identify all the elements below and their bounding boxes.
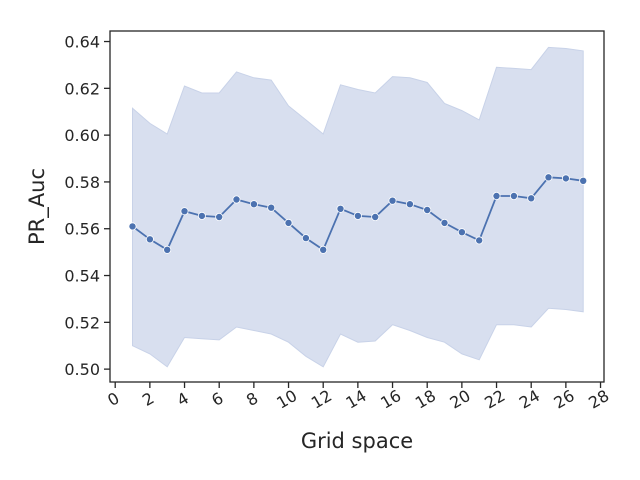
x-tick-label: 4 (174, 388, 192, 410)
data-point (197, 211, 206, 220)
x-tick-label: 8 (243, 388, 261, 410)
data-point (267, 203, 276, 212)
x-tick-label: 22 (481, 386, 508, 413)
data-point (232, 195, 241, 204)
data-point (319, 245, 328, 254)
data-point (128, 222, 137, 231)
data-point (544, 173, 553, 182)
y-tick-label: 0.64 (64, 33, 100, 52)
x-tick-label: 6 (208, 388, 226, 410)
plot-area (128, 46, 588, 368)
x-tick-label: 26 (551, 386, 578, 413)
data-point (249, 200, 258, 209)
y-tick-label: 0.52 (64, 313, 100, 332)
x-tick-label: 2 (139, 388, 157, 410)
y-tick-label: 0.50 (64, 360, 100, 379)
data-point (440, 218, 449, 227)
data-point (509, 191, 518, 200)
data-point (475, 236, 484, 245)
data-point (336, 204, 345, 213)
data-point (284, 218, 293, 227)
data-point (579, 176, 588, 185)
x-tick-label: 28 (585, 386, 612, 413)
confidence-band (132, 46, 584, 368)
x-tick-label: 18 (412, 386, 439, 413)
data-point (163, 245, 172, 254)
x-tick-label: 12 (308, 386, 335, 413)
data-point (301, 234, 310, 243)
y-tick-label: 0.60 (64, 126, 100, 145)
x-tick-label: 16 (377, 386, 404, 413)
data-point (180, 207, 189, 216)
y-tick-label: 0.54 (64, 267, 100, 286)
y-axis-label: PR_Auc (25, 168, 50, 245)
x-tick-label: 14 (343, 386, 370, 413)
y-tick-label: 0.62 (64, 79, 100, 98)
data-point (423, 205, 432, 214)
data-point (388, 196, 397, 205)
data-point (353, 211, 362, 220)
x-tick-label: 10 (273, 386, 300, 413)
data-point (457, 228, 466, 237)
data-point (405, 200, 414, 209)
data-points (128, 173, 588, 254)
data-point (215, 212, 224, 221)
y-axis-ticks: 0.50 0.52 0.54 0.56 0.58 0.60 0.62 0.64 (64, 33, 110, 379)
x-tick-label: 20 (447, 386, 474, 413)
data-point (371, 212, 380, 221)
data-point (561, 174, 570, 183)
y-tick-label: 0.58 (64, 173, 100, 192)
data-point (145, 235, 154, 244)
x-axis-label: Grid space (301, 429, 413, 453)
x-tick-label: 0 (104, 388, 122, 410)
y-tick-label: 0.56 (64, 220, 100, 239)
data-point (492, 191, 501, 200)
data-point (527, 194, 536, 203)
plot-frame (109, 30, 605, 383)
x-tick-label: 24 (516, 386, 543, 413)
x-axis-ticks: 0 2 4 6 8 10 12 14 16 18 20 22 24 26 28 (104, 382, 612, 413)
